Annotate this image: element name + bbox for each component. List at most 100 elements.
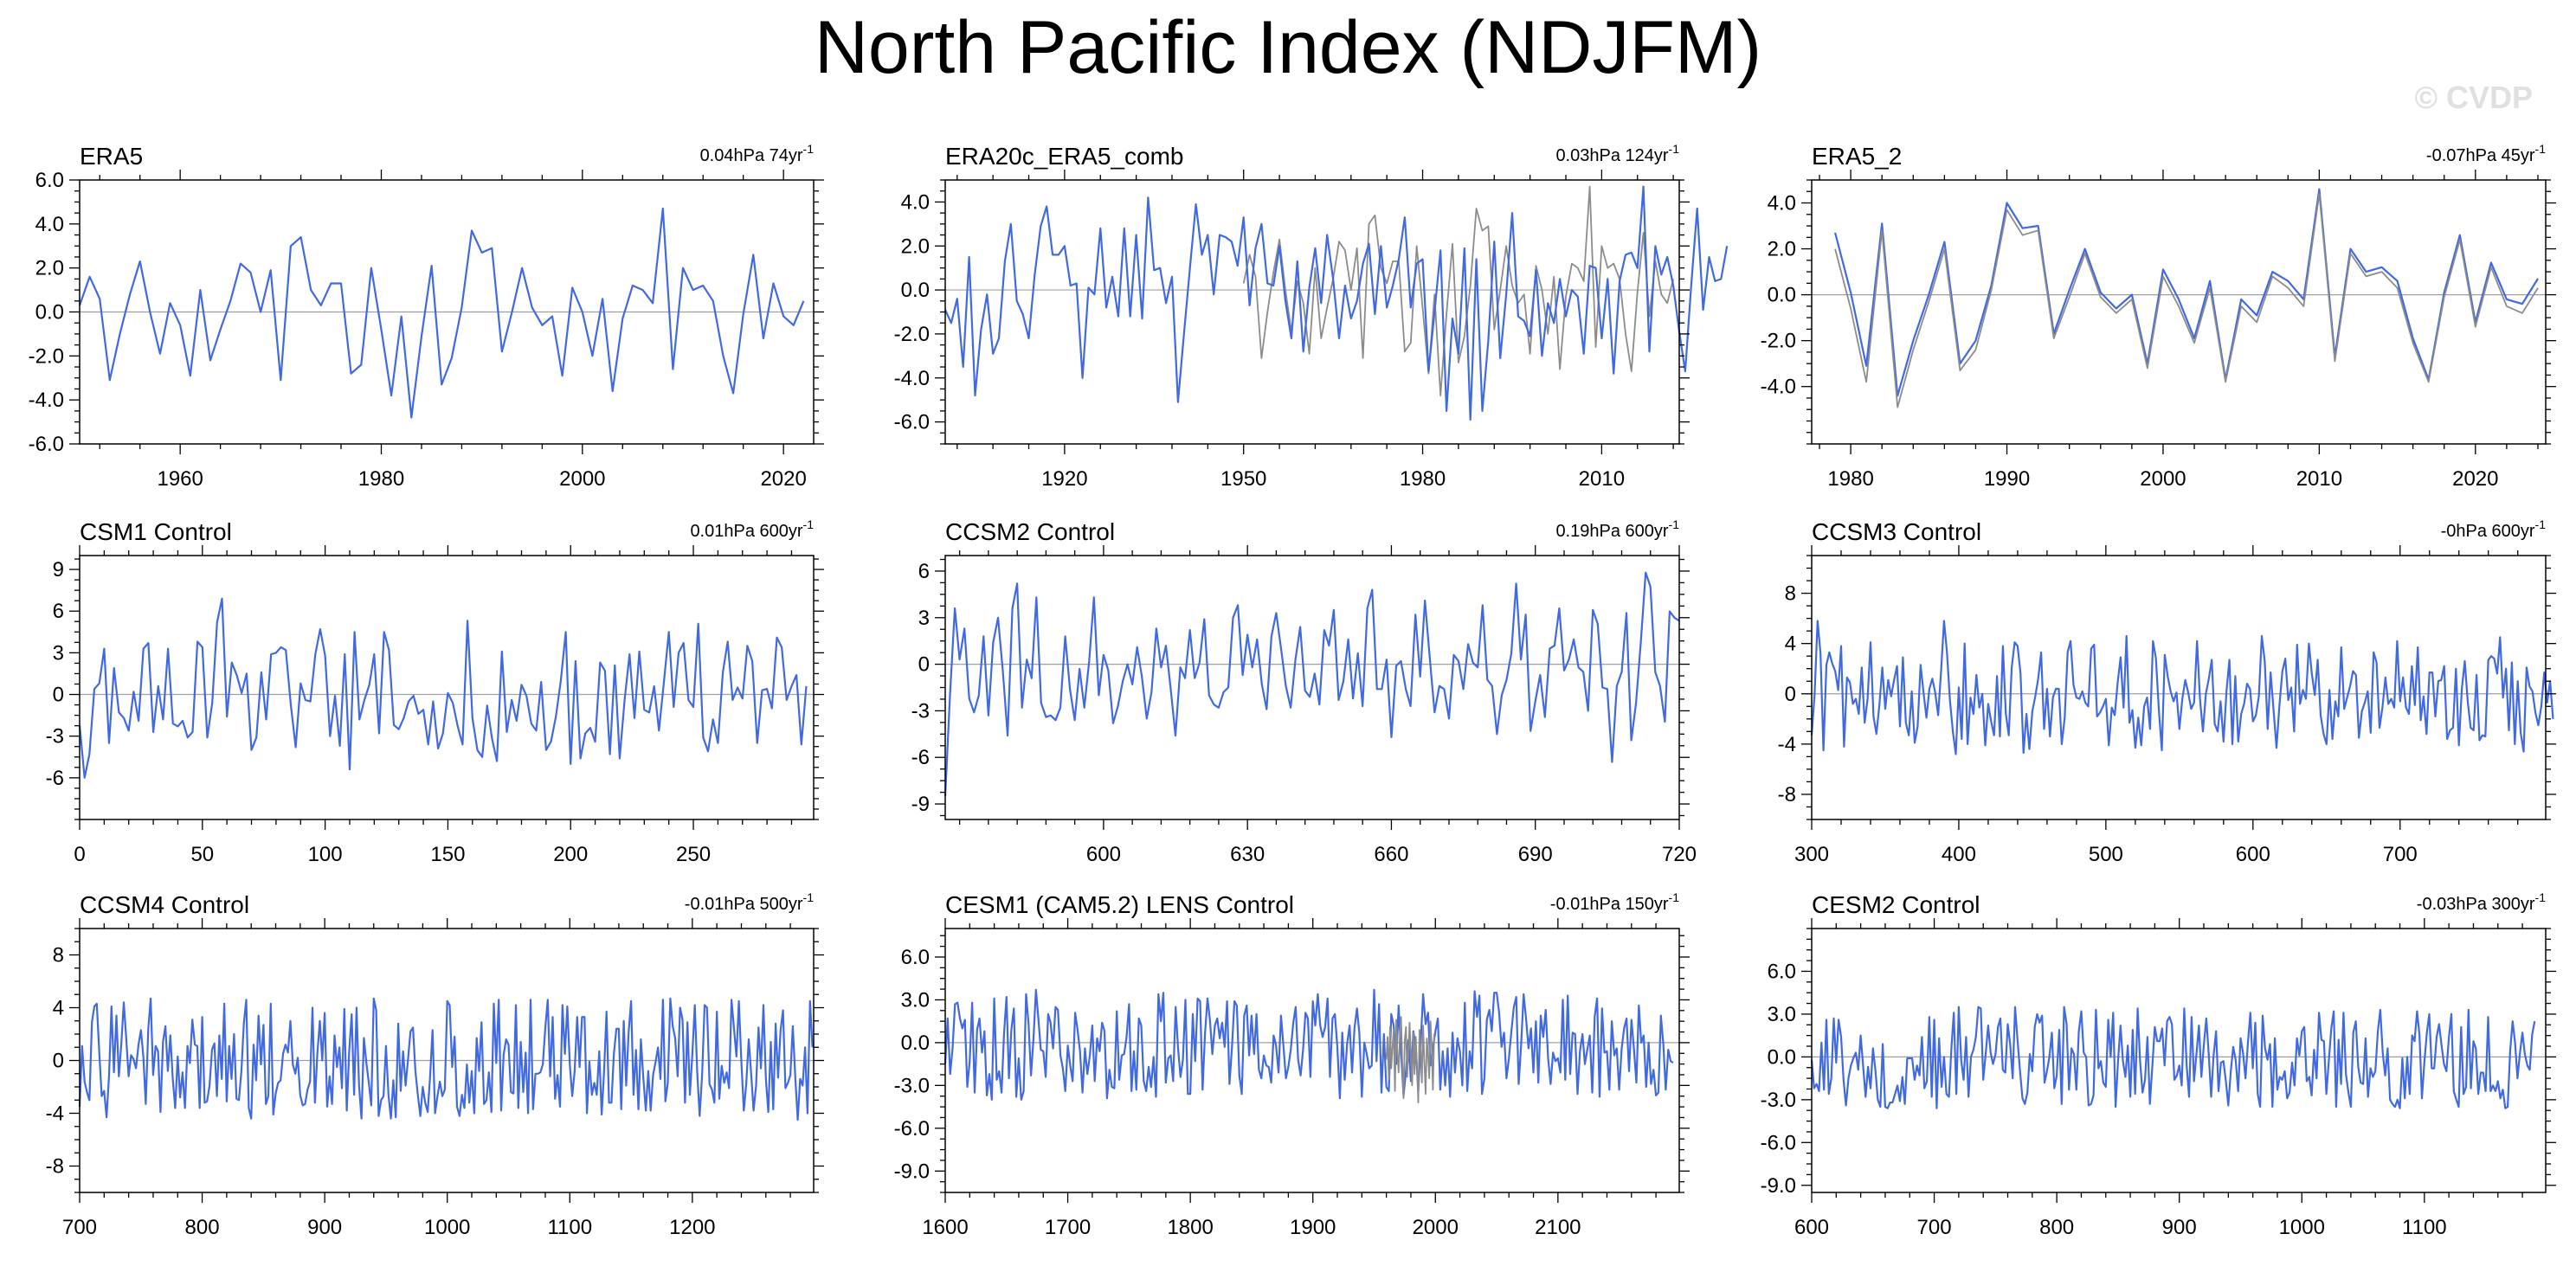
y-tick-label: -4 [1778,733,1796,756]
y-tick-label: -8 [46,1155,64,1179]
x-tick-label: 2020 [2452,467,2498,491]
series-line [1810,1006,2536,1109]
x-tick-label: 1100 [547,1216,592,1239]
y-tick-label: -4.0 [29,389,64,412]
panel-title: ERA20c_ERA5_comb [945,143,1183,170]
y-tick-label: 3.0 [901,988,930,1012]
x-tick-label: 1700 [1045,1216,1091,1239]
x-tick-label: 630 [1230,843,1265,866]
y-tick-label: -8 [1778,783,1796,807]
x-tick-label: 600 [1794,1216,1829,1239]
y-tick-label: 3.0 [1768,1003,1796,1026]
y-tick-label: -2.0 [1761,330,1796,353]
chart-panel: CCSM3 Control -0hPa 600yr-1 300 400 500 600 70… [1778,517,2556,866]
chart-panel: ERA20c_ERA5_comb 0.03hPa 124yr-1 1920 1950 1… [894,142,1729,491]
series-line [1810,620,2554,755]
y-tick-label: 8 [53,944,64,967]
y-tick-label: 6.0 [35,169,64,192]
x-tick-label: 600 [2236,843,2270,866]
x-tick-label: 2000 [2140,467,2186,491]
x-tick-label: 2020 [760,467,806,491]
y-tick-label: 0.0 [1768,284,1796,307]
panel-stats: -0hPa 600yr-1 [2441,517,2547,541]
series-line [78,207,805,419]
y-tick-label: -4 [46,1102,64,1126]
y-tick-label: 4 [53,997,64,1020]
secondary-series-line [1385,1016,1435,1104]
cvdp-watermark: © CVDP [2414,80,2533,115]
y-tick-label: -6.0 [29,433,64,456]
x-tick-label: 500 [2089,843,2123,866]
series-line [943,185,1729,421]
y-tick-label: -4.0 [1761,376,1796,399]
y-tick-label: -3.0 [894,1074,930,1097]
x-tick-label: 800 [2039,1216,2074,1239]
y-tick-label: -6 [911,746,930,769]
y-tick-label: 0 [53,1050,64,1073]
x-tick-label: 150 [430,843,465,866]
panel-stats: -0.01hPa 500yr-1 [685,890,814,914]
plot-frame [1811,555,2547,820]
y-tick-label: 0 [918,653,930,677]
series-line [78,997,814,1121]
x-tick-label: 1000 [2279,1216,2325,1239]
x-tick-label: 900 [307,1216,342,1239]
x-tick-label: 300 [1794,843,1829,866]
x-tick-label: 1980 [1400,467,1446,491]
x-tick-label: 1950 [1220,467,1266,491]
x-tick-label: 200 [553,843,588,866]
y-tick-label: 2.0 [901,235,930,258]
y-tick-label: 0.0 [901,279,930,302]
panel-title: CESM2 Control [1812,891,1980,918]
y-tick-label: -6.0 [1761,1131,1796,1154]
y-tick-label: -6 [46,767,64,790]
panel-title: CCSM2 Control [945,518,1115,545]
x-tick-label: 660 [1374,843,1408,866]
panel-stats: -0.07hPa 45yr-1 [2426,142,2546,165]
x-tick-label: 1800 [1167,1216,1213,1239]
chart-panel: CSM1 Control 0.01hPa 600yr-1 0 50 100 150 200 2… [46,517,824,866]
series-line [1834,188,2539,397]
x-tick-label: 50 [190,843,214,866]
y-tick-label: 4.0 [1768,192,1796,215]
y-tick-label: -2.0 [894,323,930,346]
x-tick-label: 1100 [2402,1216,2447,1239]
x-tick-label: 400 [1942,843,1976,866]
y-tick-label: -2.0 [29,344,64,368]
x-tick-label: 600 [1086,843,1121,866]
series-line [943,571,1680,797]
y-tick-label: 4.0 [35,213,64,236]
panel-stats: 0.01hPa 600yr-1 [690,517,814,541]
x-tick-label: 1000 [424,1216,470,1239]
x-tick-label: 1980 [358,467,404,491]
panel-stats: 0.03hPa 124yr-1 [1555,142,1679,165]
panel-title: CCSM3 Control [1812,518,1981,545]
plot-frame [79,555,815,820]
x-tick-label: 2010 [1579,467,1625,491]
chart-panel: CCSM4 Control -0.01hPa 500yr-1 700 800 900 10… [46,890,824,1239]
panel-title: CESM1 (CAM5.2) LENS Control [945,891,1294,918]
panel-title: CSM1 Control [80,518,232,545]
y-tick-label: -3 [911,699,930,723]
y-tick-label: -6.0 [894,1117,930,1141]
y-tick-label: -9.0 [1761,1174,1796,1198]
y-tick-label: 2.0 [35,257,64,280]
y-tick-label: 0.0 [901,1031,930,1055]
chart-panel: ERA5_2 -0.07hPa 45yr-1 1980 1990 2000 2010 202… [1761,142,2556,491]
x-tick-label: 1920 [1041,467,1087,491]
panel-title: ERA5_2 [1812,143,1902,170]
y-tick-label: 0 [53,684,64,707]
x-tick-label: 690 [1518,843,1553,866]
y-tick-label: -6.0 [894,411,930,434]
y-tick-label: -4.0 [894,367,930,390]
y-tick-label: 4.0 [901,190,930,214]
y-tick-label: 0.0 [1768,1045,1796,1069]
x-tick-label: 100 [308,843,343,866]
panel-stats: 0.19hPa 600yr-1 [1555,517,1679,541]
x-tick-label: 1900 [1290,1216,1336,1239]
panel-stats: -0.01hPa 150yr-1 [1550,890,1679,914]
x-tick-label: 2010 [2296,467,2342,491]
series-line [78,597,808,779]
y-tick-label: 8 [1785,582,1796,606]
